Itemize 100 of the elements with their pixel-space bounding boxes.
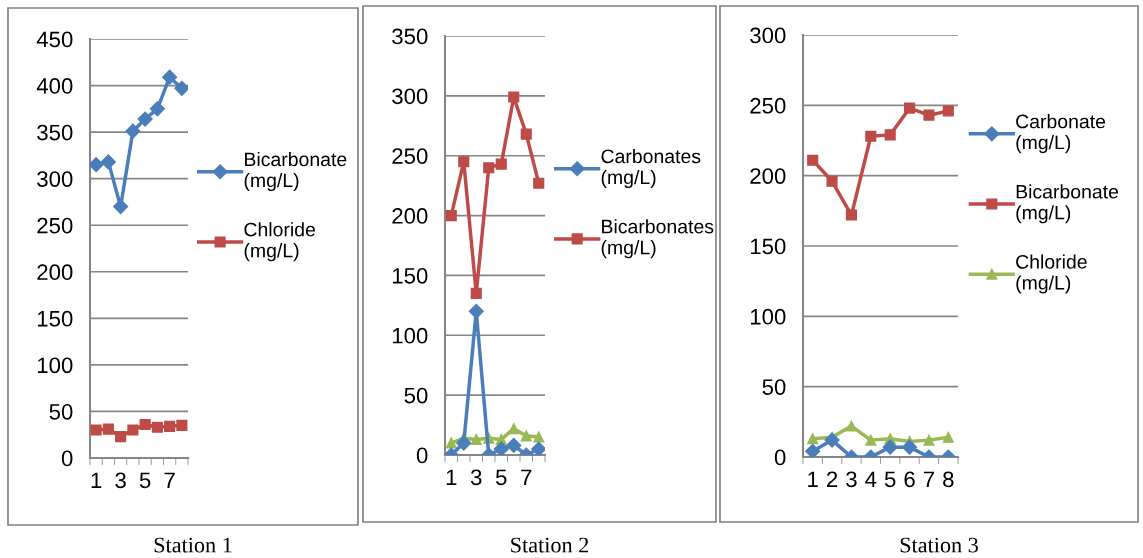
point [493,441,509,455]
point [904,102,916,114]
y-tick-label: 100 [37,357,73,374]
y-tick-label: 300 [37,171,73,187]
y-tick-label: 300 [392,88,428,105]
point [495,158,507,170]
y-tick-label: 450 [36,31,73,48]
point [506,437,522,453]
point [164,420,176,432]
x-tick-label: 1 [91,472,102,488]
text: Station 1 [154,537,232,553]
y-tick-label: 200 [750,168,786,184]
point [139,418,151,431]
x-tick-label: 1 [446,469,457,485]
point [807,154,819,166]
point [151,421,163,433]
point [113,199,129,215]
y-tick-label: 50 [404,387,428,404]
point [923,109,935,121]
legend-label: Bicarbonates (mg/L) [601,219,714,259]
y-tick-label: 100 [392,327,428,344]
x-tick-label: 3 [846,471,857,488]
point [445,210,457,222]
point [845,209,857,221]
point [901,439,918,455]
point [100,154,116,170]
text: Station 2 [511,537,589,553]
point [520,430,532,442]
legend-label: Carbonates (mg/L) [601,148,701,189]
y-tick-label: 50 [762,379,786,395]
point [470,433,482,445]
x-tick-label: 8 [943,471,954,488]
point [865,434,877,446]
point [826,175,838,187]
y-tick-label: 250 [37,217,73,234]
y-tick-label: 150 [750,238,786,255]
y-tick-label: 350 [392,28,428,45]
legend-label: Chloride (mg/L) [244,222,315,262]
point [923,434,935,446]
point [824,432,840,448]
x-tick-label: 5 [139,472,151,489]
y-tick-label: 150 [392,267,428,284]
point [102,423,114,435]
x-tick-label: 7 [164,472,175,488]
point [845,420,857,432]
point [865,130,877,142]
x-tick-label: 6 [904,471,915,488]
y-tick-label: 250 [392,148,428,164]
point [508,423,520,435]
x-tick-label: 5 [495,469,507,486]
point [174,80,188,96]
point [115,431,127,443]
y-tick-label: 200 [37,264,73,281]
y-tick-label: 0 [416,447,428,464]
point [942,431,954,443]
point [882,439,898,455]
x-tick-label: 7 [923,471,934,487]
y-tick-label: 300 [750,27,786,44]
point [483,162,495,174]
point [470,287,482,299]
point [90,424,102,436]
x-tick-label: 3 [470,469,482,486]
x-tick-label: 7 [521,469,532,485]
point [468,303,484,319]
legend-label: Bicarbonate (mg/L) [1016,184,1119,224]
y-tick-label: 150 [37,310,73,327]
y-tick-label: 250 [750,97,786,114]
point [127,424,139,436]
x-tick-label: 5 [884,471,896,488]
text: Station 3 [900,537,978,553]
legend-label: Carbonate (mg/L) [1016,114,1106,154]
point [533,431,545,443]
point [456,435,472,451]
y-tick-label: 400 [36,78,73,94]
y-tick-label: 100 [750,308,786,325]
point [533,177,545,189]
y-tick-label: 200 [392,208,428,224]
legend-label: Chloride (mg/L) [1016,254,1087,294]
point [125,123,141,139]
y-tick-label: 0 [61,450,73,467]
x-tick-label: 2 [827,471,838,487]
point [942,105,954,117]
point [149,101,165,117]
y-tick-label: 0 [774,449,786,466]
x-tick-label: 4 [865,471,877,487]
y-tick-label: 350 [37,124,73,141]
point [445,437,457,449]
point [162,69,178,85]
point [458,156,470,168]
point [176,419,188,431]
point [805,443,821,457]
x-tick-label: 1 [808,471,818,487]
point [508,91,520,103]
legend-label: Bicarbonate (mg/L) [244,151,347,192]
point [884,129,896,141]
point [137,111,153,127]
x-tick-label: 3 [115,472,126,489]
point [90,157,104,173]
point [807,433,819,445]
y-tick-label: 50 [49,403,73,420]
